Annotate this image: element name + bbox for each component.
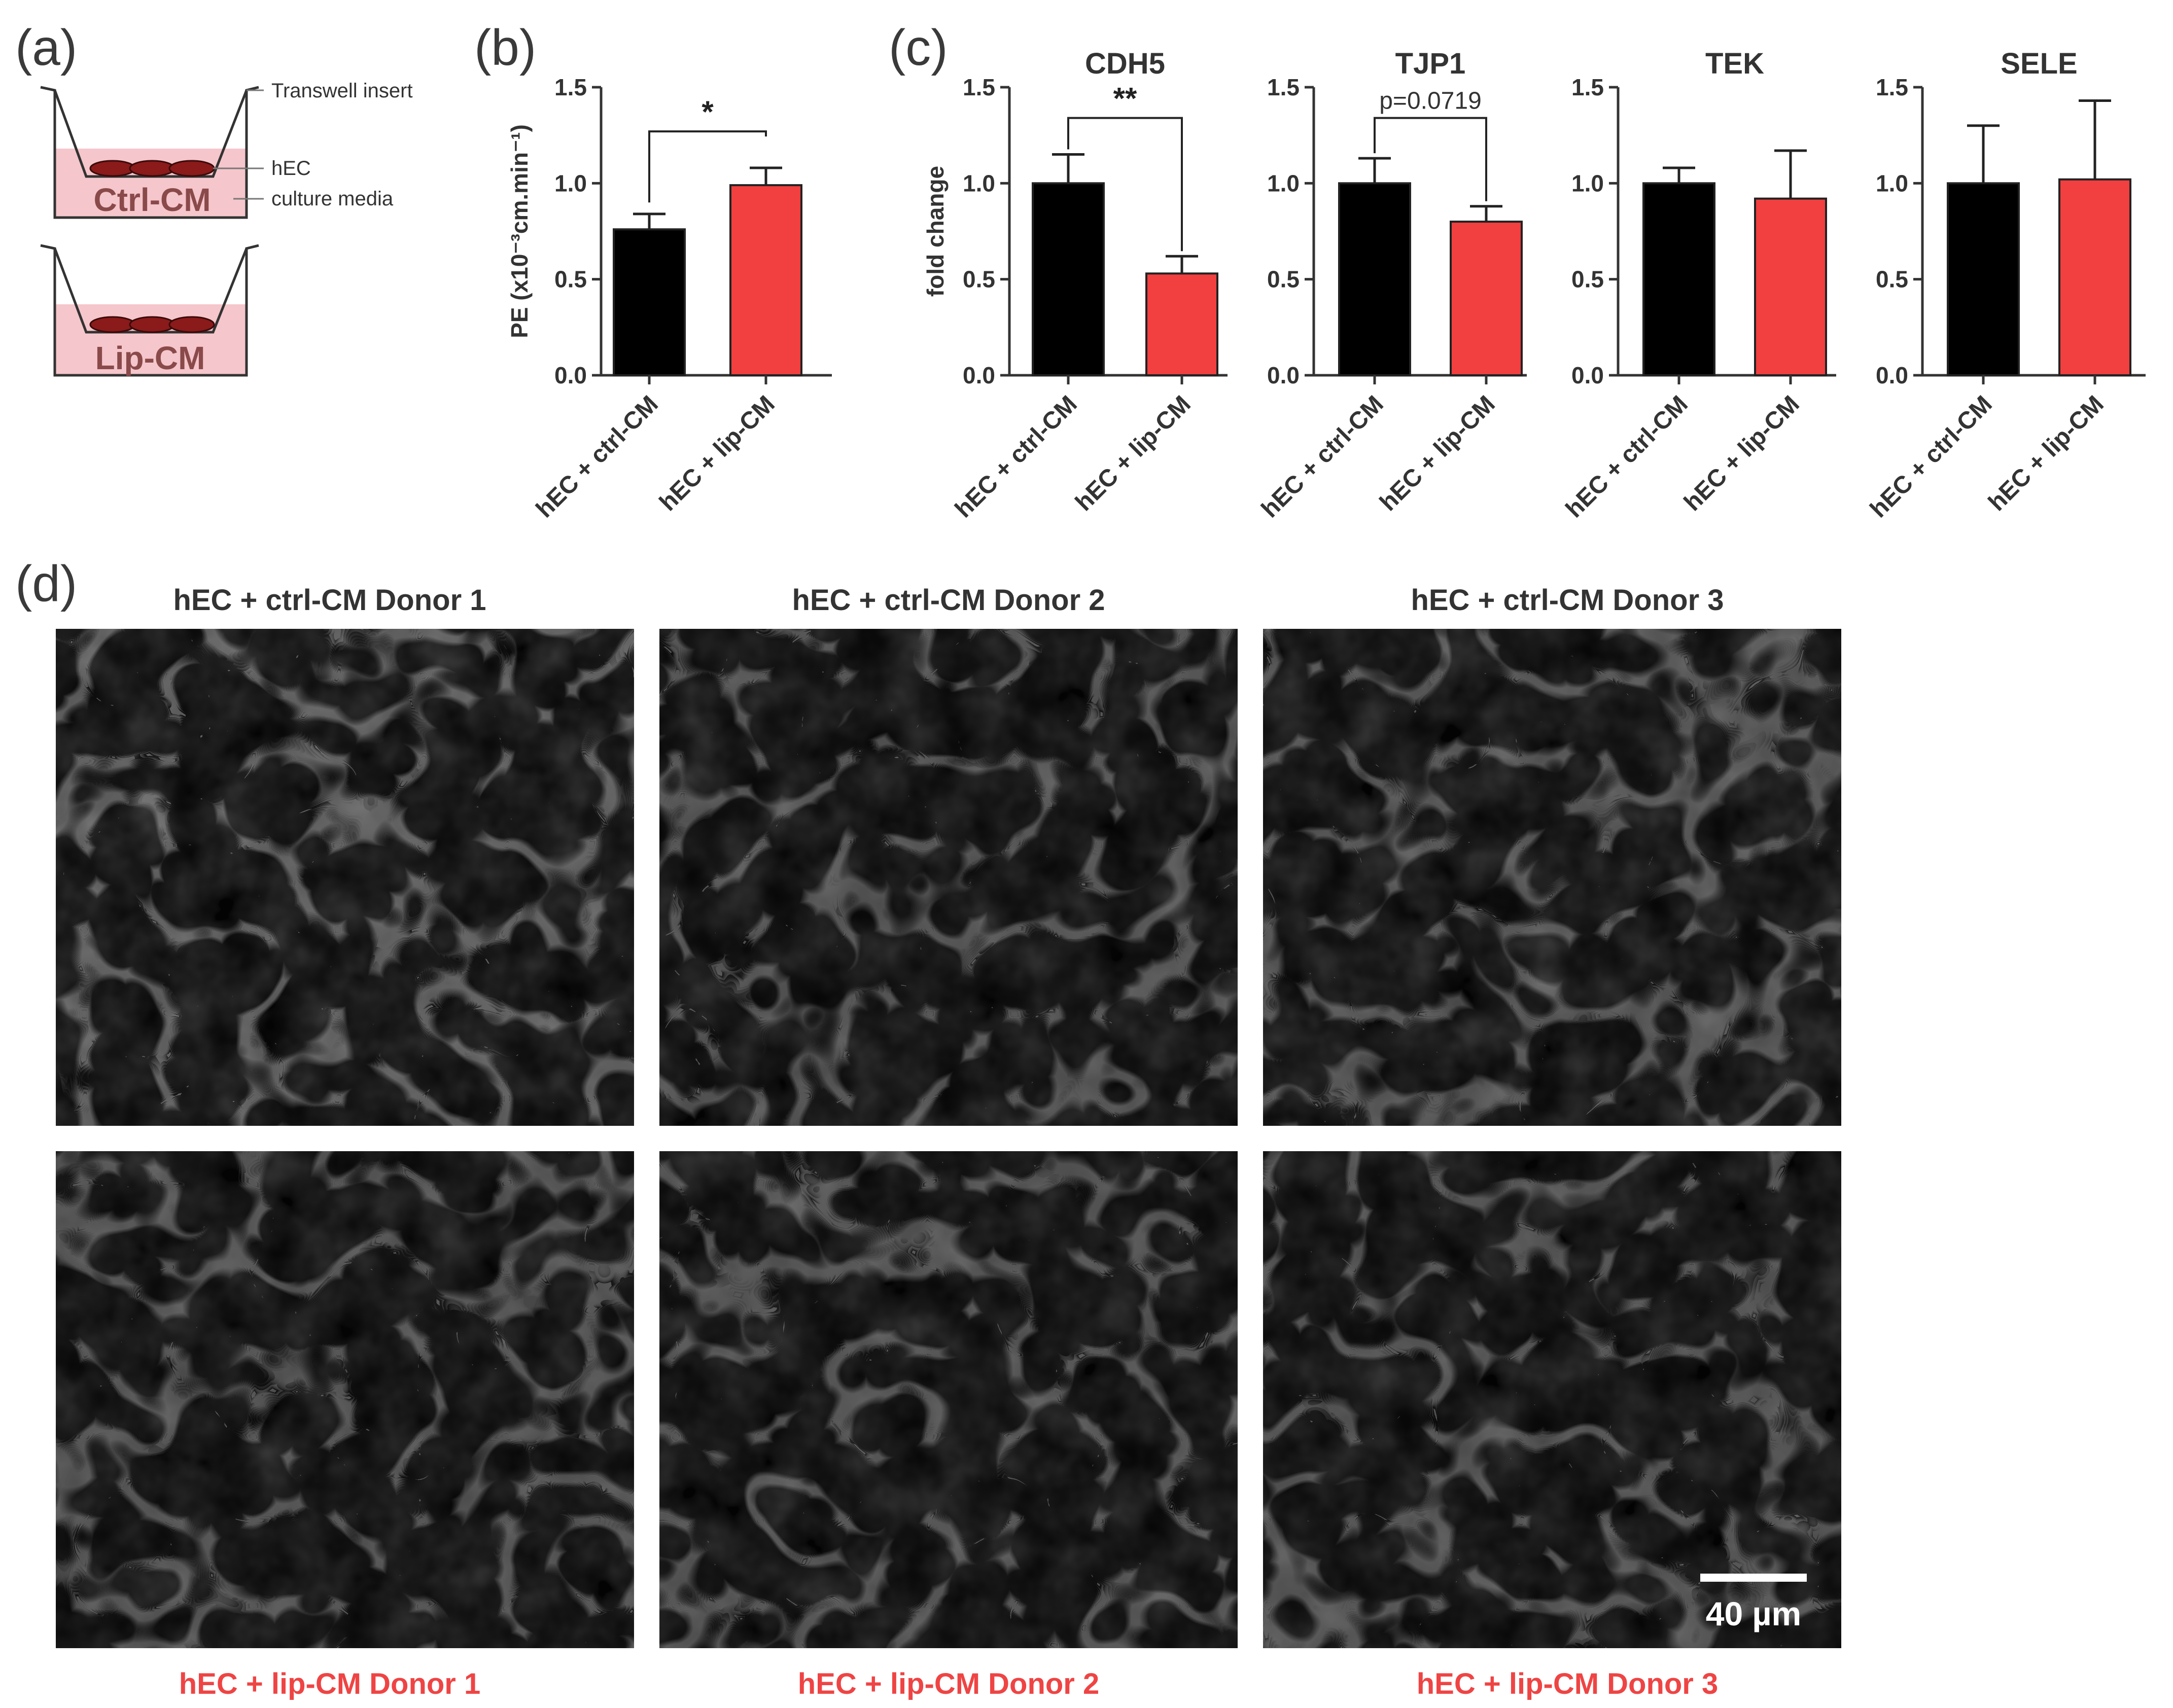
- micrograph-image: [56, 1151, 634, 1648]
- micrograph-title: hEC + lip-CM Donor 2: [798, 1667, 1100, 1700]
- micrograph-image: [1263, 1151, 1841, 1648]
- micrograph-title: hEC + lip-CM Donor 3: [1417, 1667, 1719, 1700]
- panel-letter-b: (b): [474, 19, 536, 76]
- category-label: hEC + lip-CM: [1375, 390, 1500, 516]
- category-label: hEC + ctrl-CM: [531, 390, 663, 523]
- y-tick-label: 0.0: [963, 362, 995, 388]
- significance-bracket: [1374, 117, 1487, 201]
- cell-icon: [129, 316, 176, 333]
- y-tick-label: 0.0: [1876, 362, 1908, 388]
- y-tick-label: 0.0: [1267, 362, 1300, 388]
- y-tick-label: 0.0: [1571, 362, 1604, 388]
- micrograph-image: [1263, 629, 1841, 1126]
- significance-bracket: [1067, 117, 1183, 252]
- transwell-diagram: Ctrl-CM Transwell insert hEC culture med…: [40, 80, 413, 377]
- category-label: hEC + lip-CM: [1070, 390, 1196, 516]
- bar: [1642, 182, 1715, 376]
- panel-letter-c: (c): [889, 19, 948, 76]
- y-tick-label: 1.0: [1571, 170, 1604, 196]
- cell-icon: [168, 316, 215, 333]
- micrograph-grid: hEC + ctrl-CM Donor 1 hEC + ctrl-CM Dono…: [56, 584, 1841, 1700]
- chart-title: CDH5: [1085, 47, 1165, 80]
- bar: [1338, 182, 1411, 376]
- scale-bar: [1700, 1574, 1807, 1582]
- cell-icon: [129, 160, 176, 177]
- culture-media-bottom: [55, 304, 247, 375]
- cell-icon: [89, 160, 136, 177]
- micrograph-image: [659, 1151, 1238, 1648]
- y-tick-label: 1.0: [963, 170, 995, 196]
- y-tick-label: 0.5: [1571, 266, 1604, 293]
- y-tick-label: 1.5: [1267, 74, 1300, 100]
- y-axis-label: PE (x10⁻³cm.min⁻¹): [506, 124, 533, 338]
- y-tick-label: 1.5: [1571, 74, 1604, 100]
- category-label: hEC + ctrl-CM: [1865, 390, 1997, 523]
- chart-pe: 0.0 0.5 1.0 1.5 PE (x10⁻³cm.min⁻¹) hEC + ctrl…: [506, 74, 832, 523]
- transwell-label: Transwell insert: [271, 80, 413, 102]
- micrograph-title: hEC + ctrl-CM Donor 1: [173, 584, 486, 617]
- micrograph-title: hEC + ctrl-CM Donor 2: [792, 584, 1105, 617]
- y-tick-label: 0.5: [554, 266, 587, 293]
- micrograph-image: [659, 629, 1238, 1126]
- chart-title: SELE: [2001, 47, 2078, 80]
- micrograph-title: hEC + ctrl-CM Donor 3: [1411, 584, 1724, 617]
- chart-cdh5: 0.0 0.5 1.0 1.5 fold change CDH5 hEC + ctrl-CM…: [922, 47, 1228, 523]
- micrograph-image: [56, 629, 634, 1126]
- media-label: culture media: [271, 188, 394, 210]
- hec-label: hEC: [271, 157, 311, 180]
- category-label: hEC + ctrl-CM: [950, 390, 1082, 523]
- transwell-bottom: Lip-CM: [40, 244, 259, 377]
- bar: [1032, 182, 1105, 376]
- y-tick-label: 0.5: [1876, 266, 1908, 293]
- y-tick-label: 1.0: [1267, 170, 1300, 196]
- y-tick-label: 0.5: [1267, 266, 1300, 293]
- cell-icon: [89, 316, 136, 333]
- y-tick-label: 0.5: [963, 266, 995, 293]
- bar: [613, 228, 686, 376]
- significance-label: *: [702, 95, 714, 129]
- chart-title: TEK: [1705, 47, 1764, 80]
- y-tick-label: 1.5: [963, 74, 995, 100]
- category-label: hEC + ctrl-CM: [1256, 390, 1389, 523]
- significance-bracket: [648, 130, 767, 203]
- well-outline-bottom: [40, 244, 259, 377]
- bar: [1145, 272, 1218, 376]
- category-label: hEC + lip-CM: [1983, 390, 2109, 516]
- transwell-top: Ctrl-CM Transwell insert hEC culture med…: [40, 80, 413, 219]
- y-tick-label: 0.0: [554, 362, 587, 388]
- y-tick-label: 1.5: [1876, 74, 1908, 100]
- panel-letter-a: (a): [15, 19, 77, 76]
- cell-icon: [168, 160, 215, 177]
- y-axis-label: fold change: [922, 166, 949, 297]
- bar: [1947, 182, 2020, 376]
- scale-bar-label: 40 µm: [1706, 1595, 1801, 1632]
- condition-label-bottom: Lip-CM: [95, 340, 205, 376]
- y-tick-label: 1.0: [1876, 170, 1908, 196]
- chart-title: TJP1: [1395, 47, 1466, 80]
- bar: [2058, 178, 2131, 376]
- category-label: hEC + lip-CM: [654, 390, 780, 516]
- significance-label: **: [1113, 82, 1137, 116]
- condition-label-top: Ctrl-CM: [93, 182, 211, 218]
- panel-letter-d: (d): [15, 555, 77, 612]
- bar: [729, 184, 802, 376]
- y-tick-label: 1.5: [554, 74, 587, 100]
- category-label: hEC + lip-CM: [1679, 390, 1805, 516]
- micrograph-title: hEC + lip-CM Donor 1: [179, 1667, 481, 1700]
- bar-charts: 0.0 0.5 1.0 1.5 PE (x10⁻³cm.min⁻¹) hEC + ctrl…: [506, 47, 2146, 523]
- significance-label: p=0.0719: [1379, 88, 1482, 115]
- y-tick-label: 1.0: [554, 170, 587, 196]
- bar: [1450, 221, 1523, 376]
- category-label: hEC + ctrl-CM: [1561, 390, 1693, 523]
- bar: [1754, 197, 1827, 376]
